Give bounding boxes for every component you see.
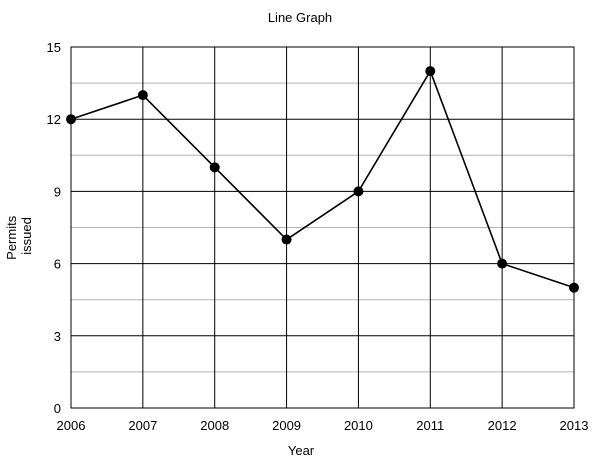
data-point (209, 162, 220, 173)
series-layer (66, 66, 579, 293)
minor-gridlines (71, 82, 574, 373)
y-tick-label: 15 (47, 40, 61, 55)
y-tick-label: 9 (54, 184, 61, 199)
y-tick-label: 6 (54, 257, 61, 272)
plot-frame (70, 46, 575, 409)
x-tick-label: 2011 (416, 418, 444, 433)
data-point (66, 114, 76, 125)
x-tick-label: 2009 (272, 418, 301, 433)
y-tick-label: 0 (54, 401, 61, 416)
y-axis-label-line-2: issued (19, 217, 34, 255)
x-tick-label: 2007 (128, 418, 157, 433)
x-tick-label: 2008 (200, 418, 229, 433)
x-tick-labels: 2006 2007 2008 2009 2010 2011 2012 2013 (57, 418, 589, 433)
y-tick-labels: 0 3 6 9 12 15 (47, 40, 61, 416)
y-axis-label-line-1: Permits (4, 215, 19, 260)
data-point (497, 258, 508, 269)
x-axis-label: Year (288, 443, 315, 458)
data-point (569, 282, 579, 293)
data-point (137, 90, 148, 101)
data-point (425, 66, 436, 77)
y-axis-label: Permits issued (4, 212, 34, 260)
x-tick-label: 2010 (344, 418, 373, 433)
data-point (353, 186, 364, 197)
x-tick-label: 2006 (57, 418, 86, 433)
x-tick-label: 2013 (560, 418, 589, 433)
series-line (70, 70, 575, 289)
y-tick-label: 12 (47, 112, 61, 127)
x-tick-label: 2012 (488, 418, 517, 433)
y-tick-label: 3 (54, 329, 61, 344)
chart-title: Line Graph (268, 10, 332, 25)
data-point (281, 234, 292, 245)
